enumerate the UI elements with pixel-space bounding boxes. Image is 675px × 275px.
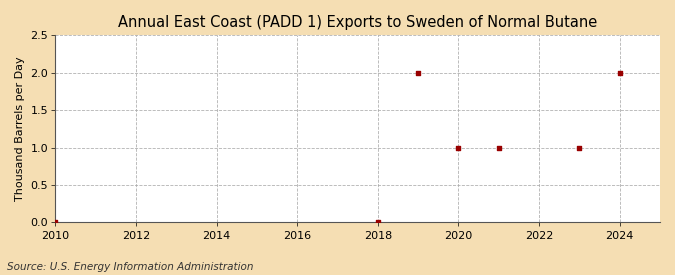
Point — [412, 71, 423, 75]
Point — [574, 145, 585, 150]
Y-axis label: Thousand Barrels per Day: Thousand Barrels per Day — [15, 57, 25, 201]
Point — [50, 220, 61, 225]
Point — [493, 145, 504, 150]
Title: Annual East Coast (PADD 1) Exports to Sweden of Normal Butane: Annual East Coast (PADD 1) Exports to Sw… — [118, 15, 597, 30]
Point — [614, 71, 625, 75]
Point — [453, 145, 464, 150]
Point — [373, 220, 383, 225]
Text: Source: U.S. Energy Information Administration: Source: U.S. Energy Information Administ… — [7, 262, 253, 272]
